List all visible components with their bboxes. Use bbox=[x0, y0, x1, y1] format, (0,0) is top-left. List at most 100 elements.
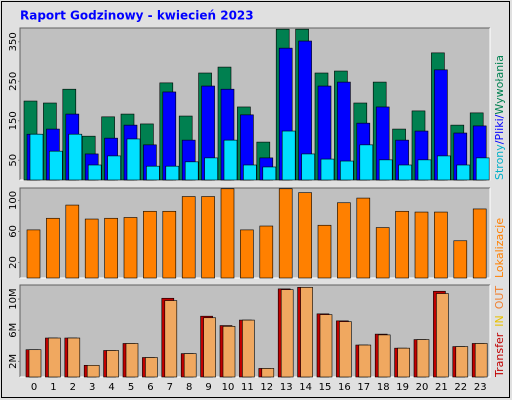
legend-item: / bbox=[493, 114, 506, 118]
y-tick-label: 20 bbox=[8, 256, 19, 269]
y-tick-label: 350 bbox=[8, 32, 19, 51]
bar bbox=[455, 346, 469, 378]
y-tick-label: 150 bbox=[8, 111, 19, 130]
bar bbox=[280, 289, 294, 378]
x-tick-label: 4 bbox=[108, 382, 114, 393]
x-tick-label: 11 bbox=[241, 382, 254, 393]
bar bbox=[162, 210, 177, 279]
bar bbox=[472, 208, 487, 279]
x-tick-label: 1 bbox=[50, 382, 56, 393]
bar bbox=[436, 293, 449, 378]
bar bbox=[397, 347, 410, 378]
bar bbox=[203, 317, 216, 378]
bar bbox=[46, 217, 60, 279]
bar bbox=[259, 225, 274, 279]
bar bbox=[29, 133, 44, 181]
y-tick-label: 2M bbox=[8, 354, 19, 369]
legend: Transfer IN OUT bbox=[493, 286, 506, 378]
y-tick-label: 10M bbox=[8, 288, 19, 309]
bar bbox=[164, 300, 178, 378]
legend-item: Transfer bbox=[493, 332, 506, 378]
bar bbox=[222, 326, 236, 378]
bar bbox=[106, 350, 119, 378]
bar bbox=[183, 353, 197, 378]
bar bbox=[320, 158, 335, 181]
bar bbox=[184, 161, 199, 181]
x-tick-label: 3 bbox=[89, 382, 95, 393]
bar bbox=[261, 368, 275, 378]
x-tick-label: 10 bbox=[222, 382, 235, 393]
bar bbox=[68, 133, 83, 181]
x-tick-label: 8 bbox=[186, 382, 192, 393]
bar bbox=[300, 287, 313, 378]
x-tick-label: 20 bbox=[416, 382, 429, 393]
x-tick-label: 19 bbox=[396, 382, 409, 393]
legend-item: Lokalizacje bbox=[493, 218, 506, 278]
x-tick-label: 17 bbox=[357, 382, 370, 393]
x-tick-label: 18 bbox=[377, 382, 390, 393]
bar bbox=[125, 343, 139, 378]
x-tick-label: 6 bbox=[147, 382, 153, 393]
bar bbox=[201, 196, 215, 279]
bar bbox=[145, 357, 158, 378]
x-tick-label: 23 bbox=[474, 382, 487, 393]
bar bbox=[414, 211, 429, 279]
bar bbox=[87, 164, 102, 181]
x-tick-label: 0 bbox=[31, 382, 37, 393]
bar bbox=[301, 153, 315, 181]
chart-title: Raport Godzinowy - kwiecień 2023 bbox=[20, 9, 254, 23]
y-tick-label: 6M bbox=[8, 323, 19, 338]
bar bbox=[337, 202, 351, 279]
x-tick-label: 2 bbox=[70, 382, 76, 393]
bar bbox=[377, 334, 391, 378]
x-tick-label: 9 bbox=[205, 382, 211, 393]
bar bbox=[416, 339, 430, 378]
bar bbox=[181, 196, 196, 279]
bar bbox=[104, 217, 118, 279]
bar bbox=[243, 164, 257, 181]
bar bbox=[143, 210, 157, 279]
legend-item: Wywołania bbox=[493, 55, 506, 115]
legend-item: Pliki bbox=[493, 118, 506, 140]
legend: Strony/Pliki/Wywołania bbox=[493, 55, 506, 180]
bar bbox=[223, 139, 238, 181]
bar bbox=[298, 192, 312, 279]
bar bbox=[356, 197, 371, 279]
bar bbox=[339, 321, 352, 378]
bar bbox=[84, 218, 99, 279]
y-tick-label: 60 bbox=[8, 225, 19, 238]
legend-item: IN bbox=[493, 315, 506, 326]
bar bbox=[434, 211, 448, 279]
bar bbox=[123, 217, 138, 279]
bar bbox=[67, 337, 81, 378]
bar bbox=[49, 150, 63, 181]
bar bbox=[375, 227, 390, 279]
bar bbox=[398, 164, 412, 181]
x-tick-label: 12 bbox=[260, 382, 273, 393]
bar bbox=[26, 229, 41, 279]
panel bbox=[20, 285, 490, 377]
bar bbox=[319, 314, 333, 378]
x-tick-label: 14 bbox=[299, 382, 312, 393]
bar bbox=[475, 157, 490, 181]
x-tick-label: 22 bbox=[454, 382, 467, 393]
x-tick-label: 7 bbox=[167, 382, 173, 393]
bar bbox=[220, 188, 235, 279]
bar bbox=[437, 155, 451, 181]
panel-shadow bbox=[19, 284, 490, 377]
bar bbox=[378, 159, 393, 181]
bar bbox=[453, 240, 468, 279]
bar bbox=[395, 210, 409, 279]
legend: Lokalizacje bbox=[493, 218, 506, 278]
bar bbox=[28, 349, 42, 378]
bar bbox=[107, 155, 121, 181]
bar bbox=[262, 166, 277, 181]
y-tick-label: 50 bbox=[8, 154, 19, 167]
bar bbox=[278, 188, 293, 279]
bar bbox=[340, 160, 354, 181]
bar bbox=[65, 204, 80, 279]
legend-item: / bbox=[493, 140, 506, 144]
bar bbox=[86, 365, 100, 378]
